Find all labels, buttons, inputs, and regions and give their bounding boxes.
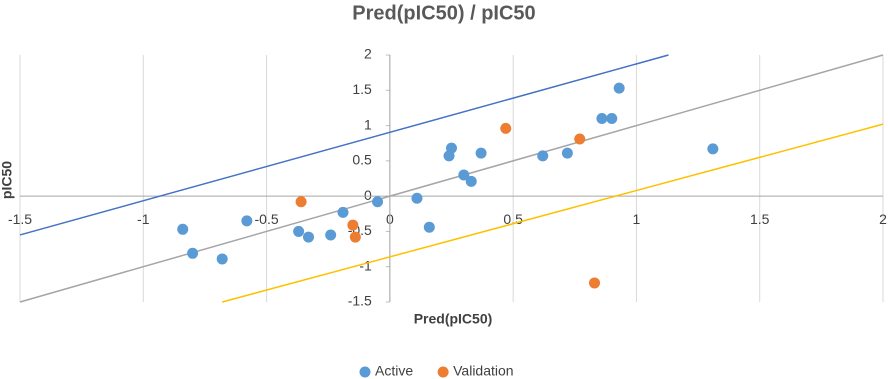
point — [561, 147, 573, 159]
reference-line — [221, 123, 884, 303]
point — [337, 206, 349, 218]
point — [411, 192, 423, 204]
point — [347, 219, 359, 231]
point — [372, 196, 384, 208]
x-axis-title: Pred(pIC50) — [414, 311, 493, 327]
y-tick-label: -1.5 — [348, 293, 372, 309]
point — [216, 253, 228, 265]
point — [613, 82, 625, 94]
point — [241, 215, 253, 227]
point — [475, 147, 487, 159]
point — [500, 122, 512, 134]
point — [596, 113, 608, 125]
point — [446, 142, 457, 154]
y-tick-label: -1 — [359, 257, 372, 273]
point — [589, 277, 601, 289]
reference-line — [19, 54, 884, 303]
point — [458, 169, 470, 181]
y-tick-label: 1 — [364, 116, 372, 132]
point — [177, 223, 189, 235]
legend-marker — [359, 366, 371, 378]
y-tick-label: 1.5 — [352, 81, 372, 97]
point — [707, 143, 719, 155]
x-tick-label: 1.5 — [750, 211, 770, 227]
legend-marker — [437, 366, 449, 378]
point — [537, 150, 549, 162]
x-tick-label: -0.5 — [255, 211, 279, 227]
point — [295, 196, 307, 208]
x-tick-label: -1 — [137, 211, 150, 227]
x-tick-label: -1.5 — [8, 211, 32, 227]
point — [606, 113, 618, 125]
point — [302, 231, 314, 243]
point — [349, 231, 361, 243]
y-tick-label: 0.5 — [352, 152, 372, 168]
point — [574, 133, 586, 145]
point — [293, 225, 305, 237]
chart-title: Pred(pIC50) / pIC50 — [352, 2, 535, 24]
x-tick-label: 1 — [633, 211, 641, 227]
legend-label: Active — [375, 363, 413, 379]
point — [325, 229, 337, 241]
point — [423, 221, 435, 233]
reference-line — [19, 54, 669, 236]
point — [187, 247, 199, 259]
y-axis-title: pIC50 — [0, 161, 15, 199]
y-tick-label: 0 — [364, 187, 372, 203]
point — [465, 175, 477, 187]
y-tick-label: 2 — [364, 46, 372, 62]
x-tick-label: 2 — [879, 211, 887, 227]
legend-label: Validation — [453, 363, 513, 379]
